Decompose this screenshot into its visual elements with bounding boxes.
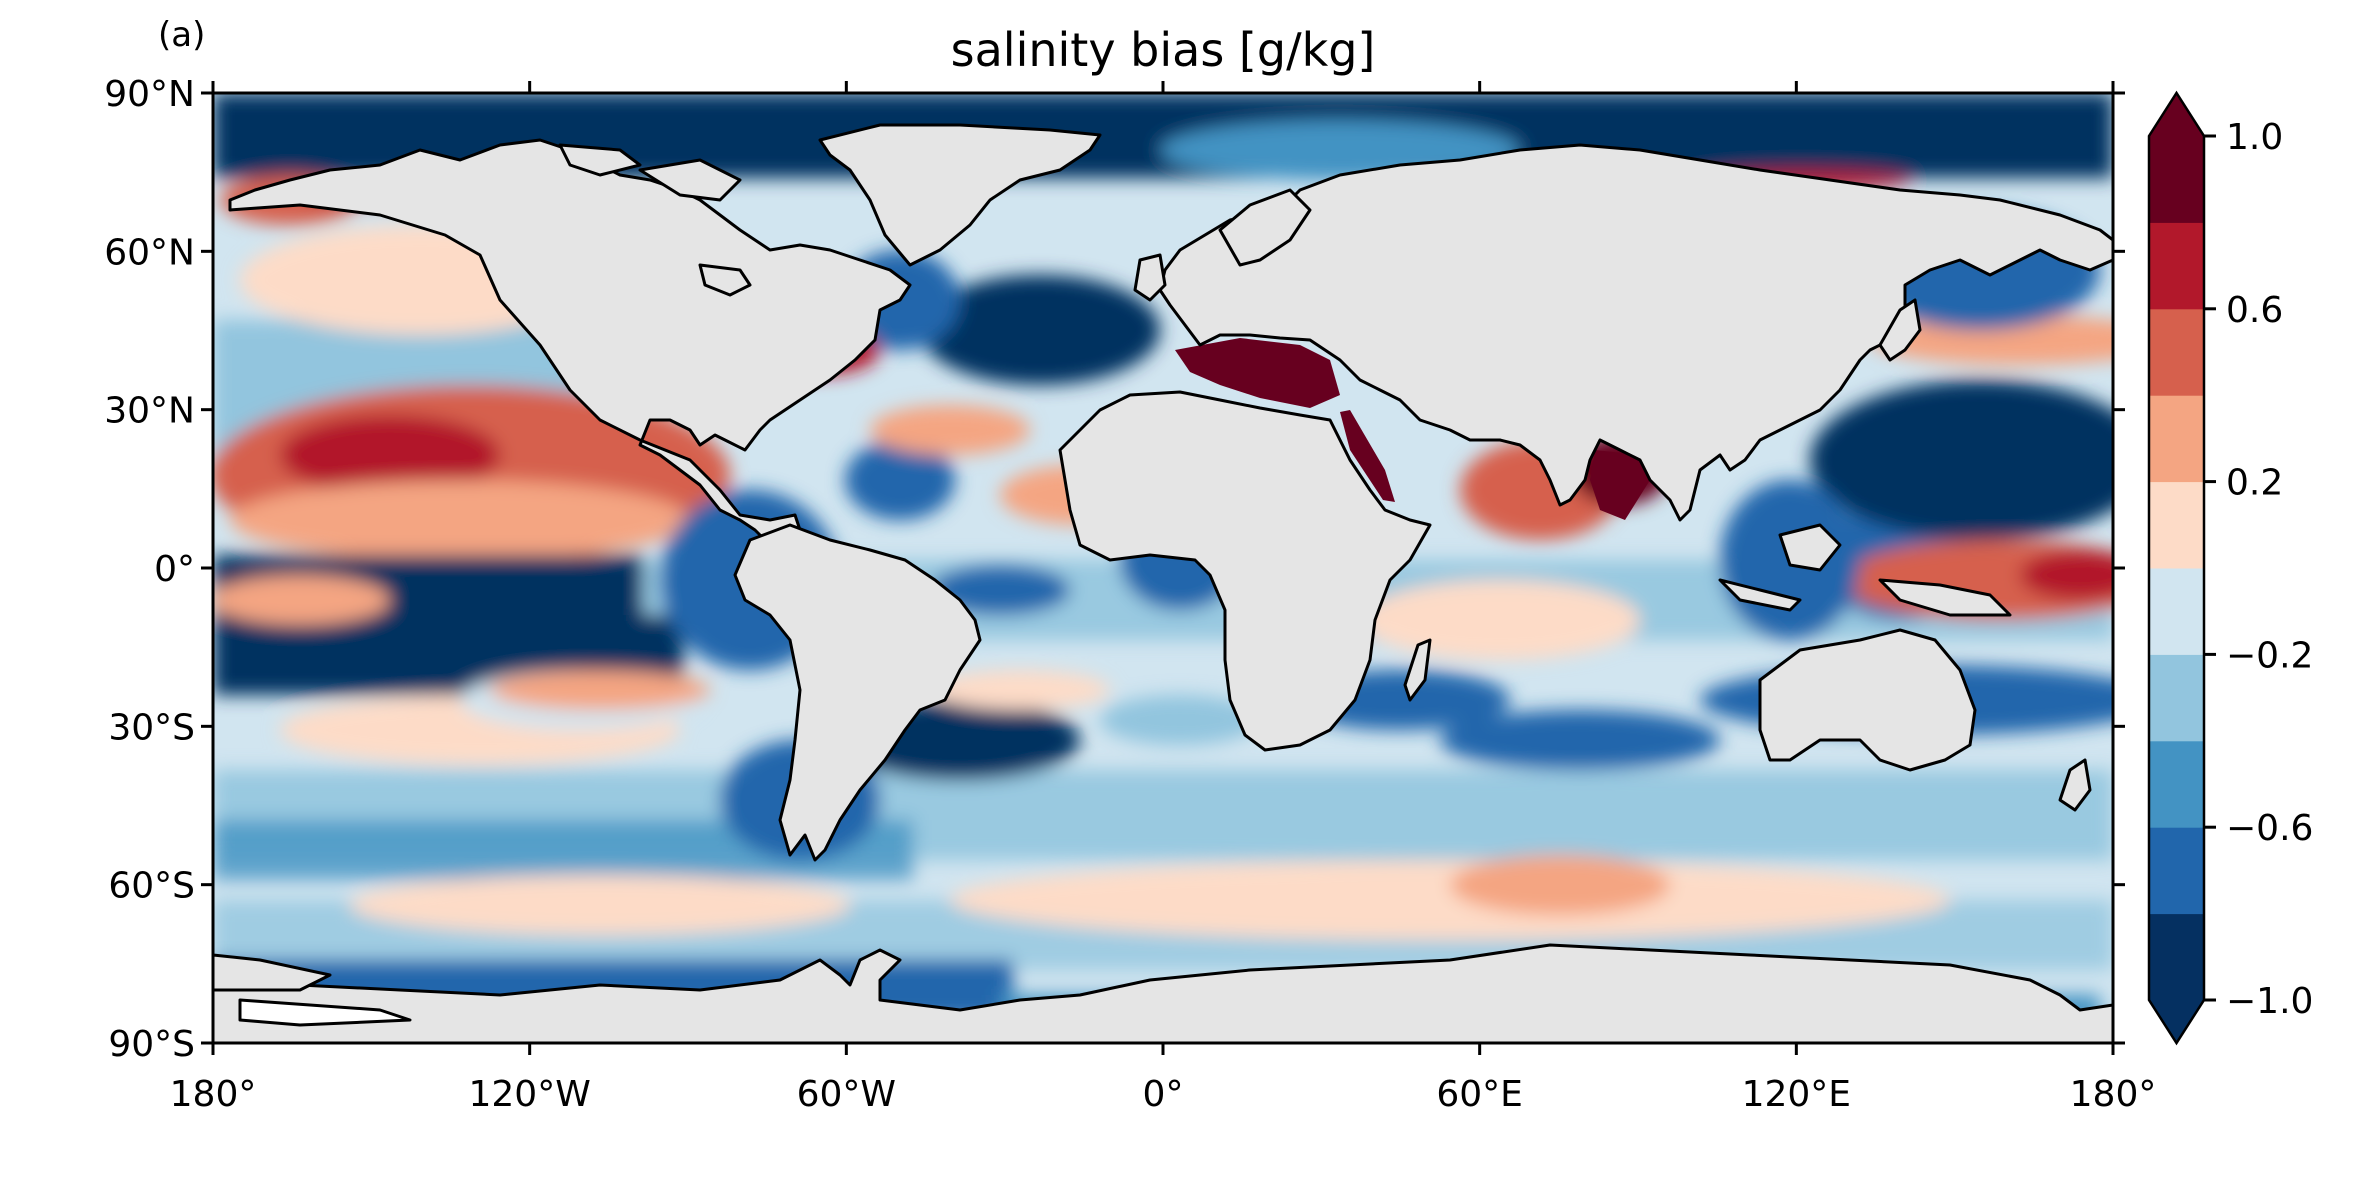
x-tick-label: 0°: [1143, 1074, 1184, 1115]
y-axis-ticks: 90°N 60°N 30°N 0° 30°S 60°S 90°S: [104, 74, 2125, 1065]
eurasia-land: [1158, 143, 2113, 522]
colorbar-tick-label: 0.6: [2226, 290, 2283, 331]
y-tick-label: 30°N: [104, 391, 195, 432]
colorbar-segment: [2149, 827, 2204, 915]
colorbar-segment: [2149, 395, 2204, 483]
africa-land: [1058, 390, 1432, 752]
colorbar-tick-label: 0.2: [2226, 463, 2283, 504]
x-tick-label: 180°: [170, 1074, 257, 1115]
colorbar-segment: [2149, 136, 2204, 223]
colorbar-segment: [2149, 913, 2204, 1001]
colorbar-segment: [2149, 740, 2204, 828]
y-tick-label: 90°N: [104, 74, 195, 115]
colorbar-segment: [2149, 481, 2204, 569]
y-tick-label: 60°N: [104, 232, 195, 273]
colorbar-extend-min: [2149, 1000, 2204, 1043]
y-tick-label: 60°S: [108, 866, 195, 907]
bay-of-bengal-bias-patch: [1590, 450, 1650, 520]
south-america-land: [733, 523, 982, 862]
colorbar-segment: [2149, 654, 2204, 742]
greenland-land: [818, 123, 1102, 267]
land-masses: [213, 123, 2113, 1043]
panel-label: (a): [158, 15, 205, 55]
colorbar-tick-label: −1.0: [2226, 981, 2313, 1022]
australia-land: [1758, 628, 1977, 772]
x-tick-label: 120°E: [1742, 1074, 1851, 1115]
x-tick-label: 60°E: [1436, 1074, 1523, 1115]
colorbar-extend-max: [2149, 93, 2204, 136]
colorbar-tick-label: 1.0: [2226, 117, 2283, 158]
y-tick-label: 30°S: [108, 707, 195, 748]
y-tick-label: 0°: [154, 549, 195, 590]
x-axis-ticks: 180° 120°W 60°W 0° 60°E 120°E 180°: [170, 81, 2157, 1115]
y-tick-label: 90°S: [108, 1024, 195, 1065]
map-area: [213, 93, 2113, 1043]
colorbar-tick-label: −0.6: [2226, 808, 2313, 849]
colorbar-segment: [2149, 568, 2204, 655]
x-tick-label: 120°W: [469, 1074, 591, 1115]
x-tick-label: 60°W: [797, 1074, 896, 1115]
map-title: salinity bias [g/kg]: [951, 23, 1376, 77]
antarctica-land: [213, 943, 2113, 1043]
colorbar-tick-label: −0.2: [2226, 635, 2313, 676]
x-tick-label: 180°: [2070, 1074, 2157, 1115]
colorbar-segment: [2149, 222, 2204, 310]
red-sea-bias-patch: [1340, 410, 1395, 502]
colorbar-segment: [2149, 308, 2204, 396]
mediterranean-bias-patch: [1175, 338, 1340, 408]
colorbar: 1.0 0.6 0.2 −0.2 −0.6 −1.0: [2147, 90, 2313, 1046]
